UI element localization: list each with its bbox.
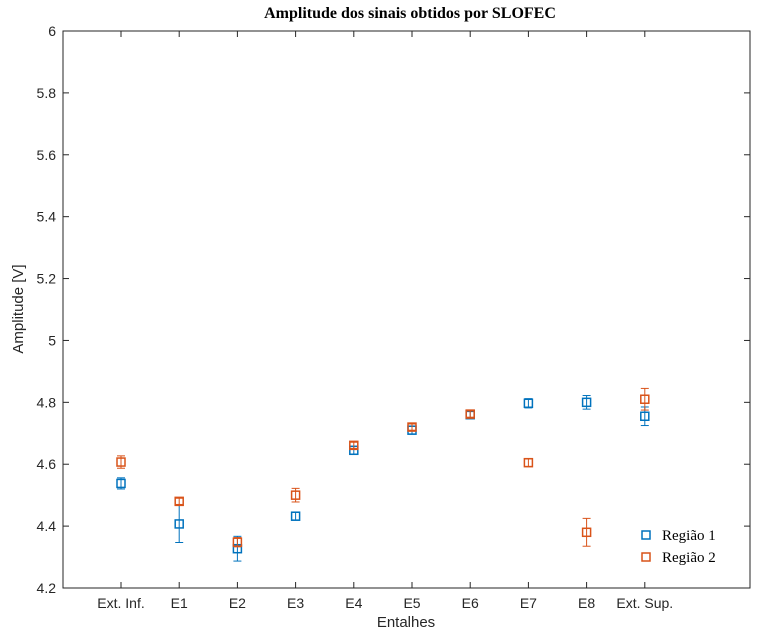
y-tick-label: 4.8 [37,394,57,410]
data-point [523,398,534,409]
y-tick-label: 5.6 [37,147,57,163]
error-bar [582,517,591,547]
chart-title: Amplitude dos sinais obtidos por SLOFEC [264,5,556,22]
data-point [640,394,650,404]
y-tick-label: 4.6 [37,456,57,472]
y-tick-label: 5.2 [37,271,57,287]
y-tick-label: 4.4 [37,518,57,534]
data-point [116,478,126,489]
x-tick-label: E2 [229,595,246,611]
y-axis: 4.2 4.4 4.6 4.8 5 5.2 5.4 5.6 5.8 6 [37,23,750,596]
data-point [290,490,301,500]
x-tick-label: Ext. Inf. [97,595,144,611]
series-2 [116,387,650,548]
x-tick-label: E8 [578,595,595,611]
x-tick-label: E7 [520,595,537,611]
x-axis-label: Entalhes [377,614,435,631]
data-point [465,409,475,419]
plot-area [62,30,751,589]
y-tick-label: 5 [48,332,56,348]
y-tick-label: 4.2 [37,580,57,596]
data-point [290,511,301,521]
data-point [174,496,184,507]
data-point [581,527,592,538]
error-bar [175,497,184,505]
legend-marker [641,552,651,562]
error-bar [466,410,475,418]
error-bar [349,441,358,449]
x-tick-label: E5 [403,595,420,611]
data-point [407,422,417,432]
legend-label: Região 2 [662,550,716,566]
y-tick-label: 6 [48,23,56,39]
data-point [232,537,243,547]
x-axis: Ext. Inf. E1 E2 E3 E4 E5 E6 E7 E8 Ext. Sup. [97,31,673,611]
x-tick-label: E3 [287,595,304,611]
data-point [523,457,534,468]
legend-label: Região 1 [662,528,716,544]
data-point [349,440,359,451]
x-tick-label: Ext. Sup. [616,595,673,611]
y-tick-label: 5.8 [37,85,57,101]
data-point [174,519,184,529]
data-point [640,411,650,422]
data-series [116,387,650,562]
y-tick-label: 5.4 [37,209,57,225]
data-point [581,397,592,408]
legend: Região 1 Região 2 [641,528,716,566]
x-tick-label: E1 [171,595,188,611]
error-bar [640,387,649,411]
y-axis-label: Amplitude [V] [10,264,27,353]
legend-marker [641,530,651,540]
x-tick-label: E6 [462,595,479,611]
data-point [116,457,126,467]
error-bar [408,423,416,431]
x-tick-label: E4 [345,595,362,611]
